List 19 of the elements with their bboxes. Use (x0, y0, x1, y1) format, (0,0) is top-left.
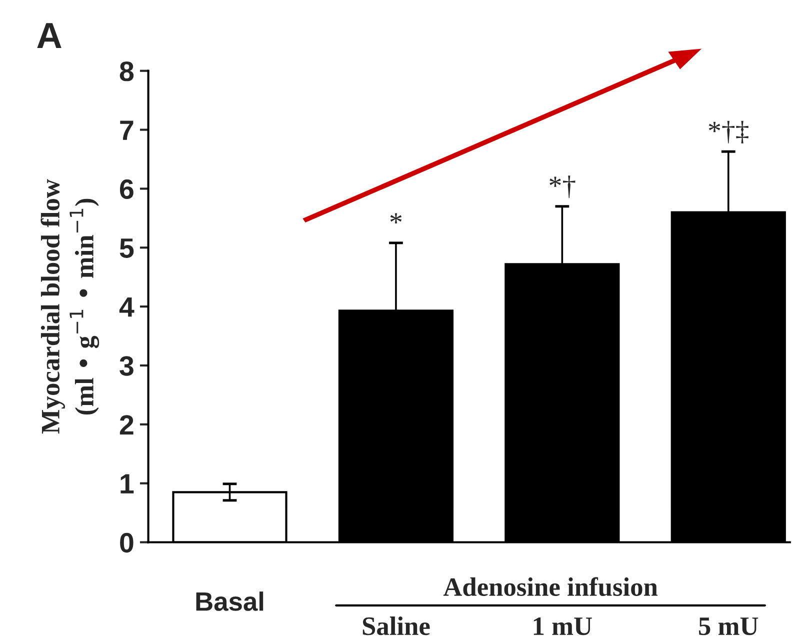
y-tick-label: 5 (120, 238, 134, 258)
x-tick-label: 1 mU (534, 617, 592, 636)
annotation: *†‡ (708, 120, 748, 144)
y-tick-label: 2 (120, 415, 134, 434)
y-tick-label: 8 (120, 62, 134, 82)
annotation: *† (550, 176, 576, 198)
y-tick-label: 7 (120, 120, 134, 140)
y-tick-label: 4 (119, 298, 134, 317)
x-tick-label: Saline (362, 616, 430, 636)
x-tick-label: 5 mU (699, 618, 758, 636)
y-tick-label: 0 (120, 532, 134, 553)
text: Adenosine infusion (443, 577, 658, 596)
annotation: * (390, 213, 402, 224)
chart-title: A (37, 23, 62, 48)
y-tick-label: 1 (120, 474, 134, 494)
x-tick-label: Basal (196, 592, 264, 611)
y-tick-label: 3 (120, 356, 134, 376)
y-tick-label: 6 (120, 179, 134, 200)
y-axis-title: Myocardial blood flow (ml • g$^{−1}$ • min$^{−1}$) (40, 179, 100, 434)
